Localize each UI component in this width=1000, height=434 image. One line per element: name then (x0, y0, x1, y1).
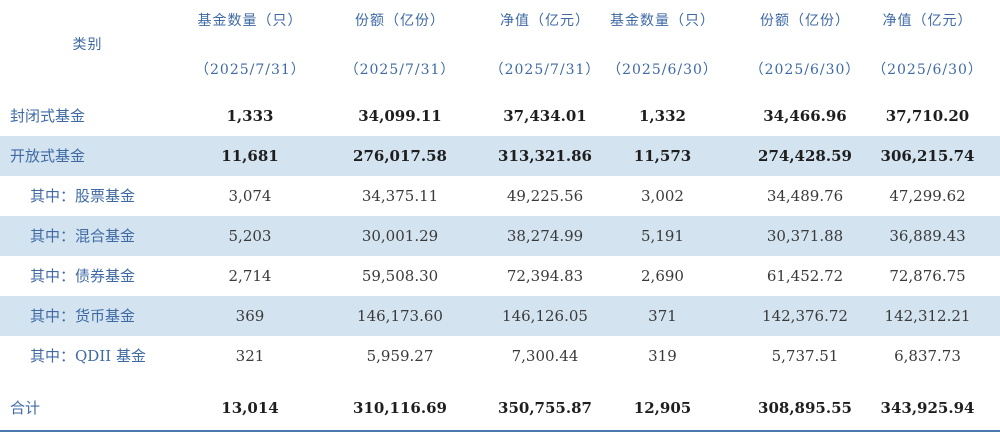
table-row-total: 合计 13,014 310,116.69 350,755.87 12,905 3… (0, 388, 1000, 428)
cell-shares-jul: 310,116.69 (353, 399, 447, 417)
header-col6-date: （2025/6/30） (872, 62, 983, 78)
table-row-qdii: 其中：QDII 基金 321 5,959.27 7,300.44 319 5,7… (0, 336, 1000, 376)
cell-count-jul: 11,681 (221, 147, 279, 165)
cell-nav-jun: 6,837.73 (894, 347, 961, 365)
table-row-closed-end: 封闭式基金 1,333 34,099.11 37,434.01 1,332 34… (0, 96, 1000, 136)
cell-count-jun: 3,002 (641, 187, 684, 205)
header-col2-date: （2025/7/31） (344, 62, 456, 78)
cell-count-jul: 5,203 (228, 227, 272, 245)
header-col3-title: 净值（亿元） (500, 13, 590, 29)
table-row-hybrid: 其中：混合基金 5,203 30,001.29 38,274.99 5,191 … (0, 216, 1000, 256)
cell-shares-jun: 61,452.72 (766, 267, 844, 285)
cell-nav-jun: 142,312.21 (884, 307, 971, 325)
row-label: 其中：混合基金 (30, 227, 136, 245)
cell-shares-jun: 308,895.55 (758, 399, 852, 417)
row-label: 合计 (10, 399, 41, 417)
row-label: 其中：QDII 基金 (30, 347, 146, 365)
cell-shares-jun: 274,428.59 (758, 147, 852, 165)
header-col5-date: （2025/6/30） (749, 62, 861, 78)
cell-shares-jul: 34,375.11 (361, 187, 439, 205)
cell-count-jun: 1,332 (639, 107, 686, 125)
row-label: 其中：债券基金 (30, 267, 136, 285)
cell-nav-jul: 350,755.87 (498, 399, 592, 417)
cell-nav-jul: 313,321.86 (498, 147, 592, 165)
cell-nav-jun: 36,889.43 (889, 227, 966, 245)
cell-nav-jul: 72,394.83 (506, 267, 584, 285)
cell-nav-jun: 72,876.75 (889, 267, 966, 285)
cell-shares-jun: 34,466.96 (763, 107, 847, 125)
table-header: 类别 基金数量（只） （2025/7/31） 份额（亿份） （2025/7/31… (0, 0, 1000, 96)
cell-nav-jun: 37,710.20 (885, 107, 970, 125)
header-col5-title: 份额（亿份） (760, 13, 850, 29)
cell-nav-jul: 7,300.44 (511, 347, 579, 365)
cell-count-jun: 2,690 (641, 267, 684, 285)
cell-count-jul: 3,074 (228, 187, 272, 205)
cell-count-jun: 5,191 (641, 227, 684, 245)
header-col6-title: 净值（亿元） (882, 13, 973, 29)
cell-shares-jun: 34,489.76 (766, 187, 844, 205)
cell-count-jun: 371 (648, 307, 677, 325)
cell-count-jul: 321 (235, 347, 265, 365)
cell-nav-jul: 37,434.01 (503, 107, 587, 125)
header-col4-date: （2025/6/30） (607, 62, 718, 78)
cell-shares-jul: 34,099.11 (358, 107, 442, 125)
table-bottom-rule (0, 430, 1000, 432)
header-col1-title: 基金数量（只） (197, 13, 303, 29)
cell-nav-jun: 343,925.94 (880, 399, 975, 417)
header-category: 类别 (72, 37, 103, 53)
cell-shares-jul: 5,959.27 (366, 347, 434, 365)
row-label: 开放式基金 (10, 147, 86, 165)
cell-shares-jun: 142,376.72 (762, 307, 848, 325)
cell-shares-jul: 30,001.29 (361, 227, 439, 245)
table-row-equity: 其中：股票基金 3,074 34,375.11 49,225.56 3,002 … (0, 176, 1000, 216)
cell-shares-jul: 59,508.30 (361, 267, 439, 285)
cell-count-jun: 11,573 (633, 147, 692, 165)
header-col2-title: 份额（亿份） (355, 13, 445, 29)
cell-shares-jul: 146,173.60 (357, 307, 443, 325)
row-label: 其中：货币基金 (30, 307, 136, 325)
cell-count-jun: 319 (648, 347, 677, 365)
cell-nav-jun: 47,299.62 (889, 187, 966, 205)
cell-count-jun: 12,905 (633, 399, 692, 417)
row-label: 封闭式基金 (10, 107, 86, 125)
cell-count-jul: 369 (235, 307, 265, 325)
cell-nav-jul: 38,274.99 (506, 227, 584, 245)
cell-shares-jul: 276,017.58 (353, 147, 447, 165)
table-row-open-end: 开放式基金 11,681 276,017.58 313,321.86 11,57… (0, 136, 1000, 176)
cell-count-jul: 13,014 (221, 399, 279, 417)
header-col1-date: （2025/7/31） (195, 62, 306, 78)
cell-shares-jun: 30,371.88 (766, 227, 844, 245)
cell-shares-jun: 5,737.51 (771, 347, 839, 365)
table-row-bond: 其中：债券基金 2,714 59,508.30 72,394.83 2,690 … (0, 256, 1000, 296)
cell-count-jul: 2,714 (228, 267, 272, 285)
cell-count-jul: 1,333 (226, 107, 274, 125)
cell-nav-jun: 306,215.74 (880, 147, 975, 165)
header-col4-title: 基金数量（只） (610, 13, 715, 29)
row-label: 其中：股票基金 (30, 187, 136, 205)
table-row-money-market: 其中：货币基金 369 146,173.60 146,126.05 371 14… (0, 296, 1000, 336)
header-col3-date: （2025/7/31） (489, 62, 601, 78)
cell-nav-jul: 49,225.56 (506, 187, 584, 205)
cell-nav-jul: 146,126.05 (502, 307, 588, 325)
